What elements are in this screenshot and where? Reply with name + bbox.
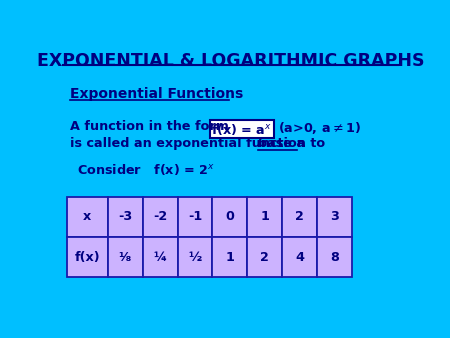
Text: .: . [297, 137, 306, 150]
Polygon shape [143, 237, 178, 277]
Text: 2: 2 [295, 210, 304, 223]
Text: ¼: ¼ [153, 251, 167, 264]
Text: f(x): f(x) [75, 251, 100, 264]
Text: 1: 1 [261, 210, 269, 223]
Text: 4: 4 [295, 251, 304, 264]
Text: A function in the form: A function in the form [70, 120, 229, 133]
Polygon shape [248, 237, 282, 277]
Text: ½: ½ [189, 251, 202, 264]
Polygon shape [178, 197, 212, 237]
Text: 3: 3 [330, 210, 339, 223]
Polygon shape [212, 237, 248, 277]
Polygon shape [317, 237, 352, 277]
Text: base a: base a [258, 137, 305, 150]
Polygon shape [248, 197, 282, 237]
Text: 8: 8 [330, 251, 339, 264]
Polygon shape [108, 237, 143, 277]
Text: ¹⁄₈: ¹⁄₈ [119, 251, 132, 264]
Polygon shape [67, 197, 108, 237]
Polygon shape [317, 197, 352, 237]
FancyBboxPatch shape [210, 120, 274, 138]
Polygon shape [178, 237, 212, 277]
Polygon shape [67, 237, 108, 277]
Text: f(x) = a$^x$: f(x) = a$^x$ [212, 122, 273, 137]
Text: Consider   f(x) = 2$^x$: Consider f(x) = 2$^x$ [77, 162, 215, 176]
Text: EXPONENTIAL & LOGARITHMIC GRAPHS: EXPONENTIAL & LOGARITHMIC GRAPHS [37, 52, 424, 70]
Text: 1: 1 [225, 251, 234, 264]
Text: (a>0, a$\neq$1): (a>0, a$\neq$1) [278, 120, 361, 136]
Text: -3: -3 [118, 210, 132, 223]
Text: x: x [83, 210, 91, 223]
Text: Exponential Functions: Exponential Functions [70, 88, 243, 101]
Text: -2: -2 [153, 210, 167, 223]
Text: 2: 2 [261, 251, 269, 264]
Text: is called an exponential function to: is called an exponential function to [70, 137, 330, 150]
Text: -1: -1 [188, 210, 202, 223]
Polygon shape [108, 197, 143, 237]
Polygon shape [282, 197, 317, 237]
Text: 0: 0 [225, 210, 234, 223]
Polygon shape [143, 197, 178, 237]
Polygon shape [212, 197, 248, 237]
Polygon shape [282, 237, 317, 277]
